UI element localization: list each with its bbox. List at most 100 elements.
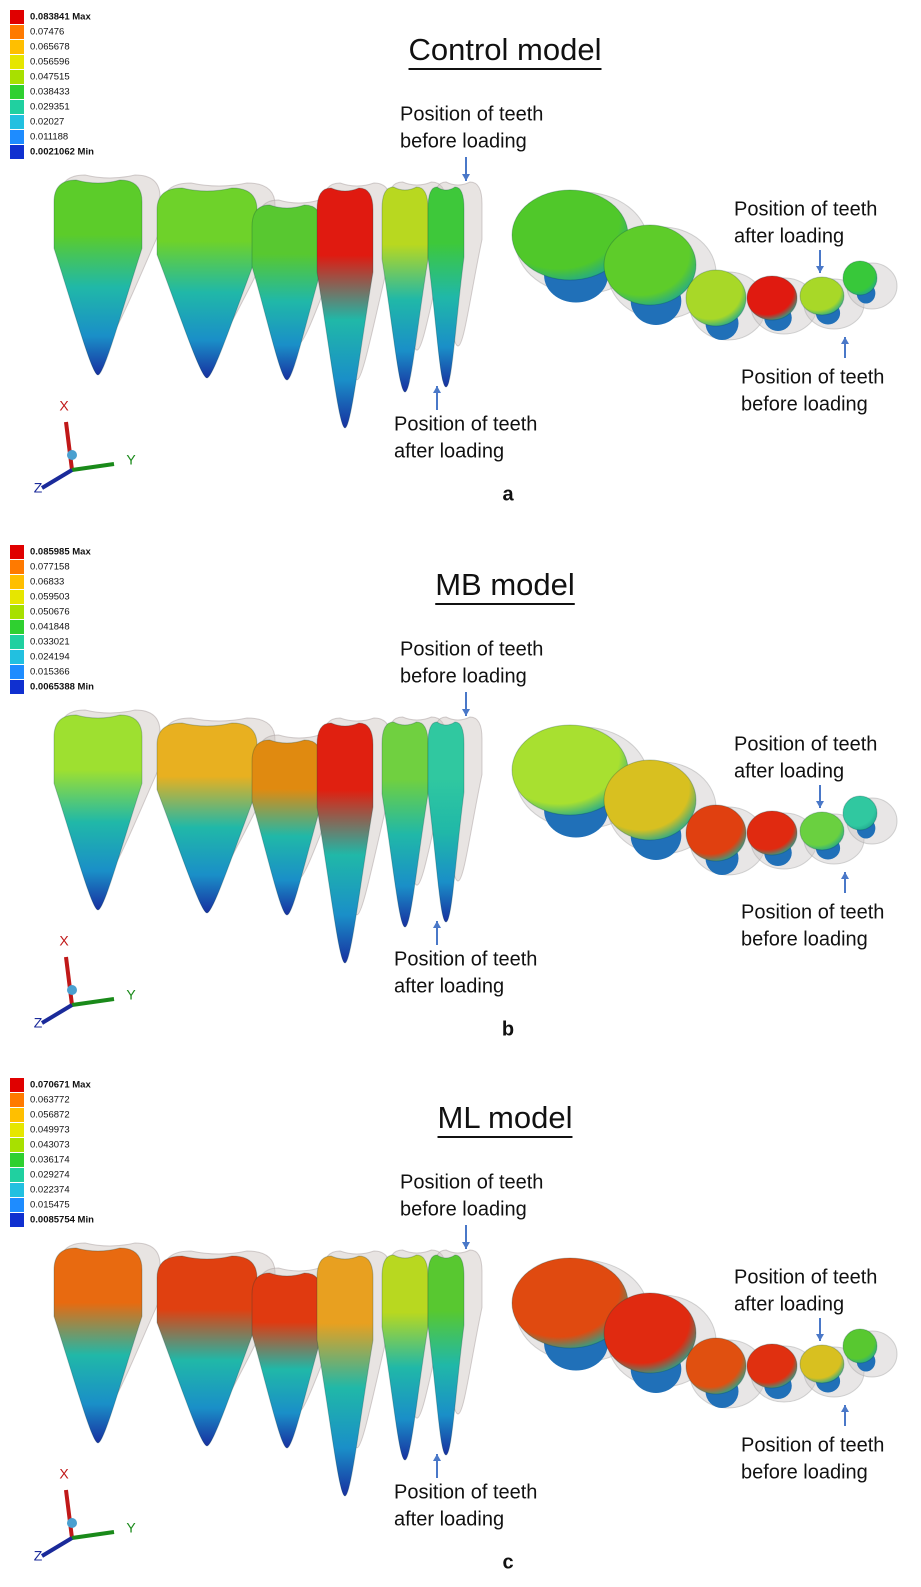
annotation: Position of teeth <box>734 733 877 755</box>
annotation: Position of teeth <box>400 103 543 125</box>
crown <box>800 1345 844 1383</box>
crown <box>604 760 696 840</box>
annotation: Position of teeth <box>400 638 543 660</box>
legend-label: 0.041848 <box>30 622 70 633</box>
annotation: after loading <box>394 975 504 997</box>
tooth <box>382 1255 428 1460</box>
legend-label: 0.063772 <box>30 1095 70 1106</box>
legend-label: 0.06833 <box>30 577 64 588</box>
legend-swatch <box>10 605 24 619</box>
annotation: Position of teeth <box>741 1434 884 1456</box>
legend-label: 0.033021 <box>30 637 70 648</box>
annotation: Position of teeth <box>741 366 884 388</box>
crown <box>686 1338 746 1394</box>
legend-label: 0.07476 <box>30 27 64 38</box>
legend-label: 0.059503 <box>30 592 70 603</box>
arrow-head <box>462 1242 470 1249</box>
legend-label: 0.085985 Max <box>30 547 91 558</box>
legend-swatch <box>10 665 24 679</box>
legend-swatch <box>10 1123 24 1137</box>
arrow-head <box>816 266 824 273</box>
tooth <box>382 187 428 392</box>
legend-swatch <box>10 1213 24 1227</box>
legend-swatch <box>10 560 24 574</box>
annotation: Position of teeth <box>400 1171 543 1193</box>
axis-y <box>72 999 114 1005</box>
legend-swatch <box>10 575 24 589</box>
legend-swatch <box>10 10 24 24</box>
legend-label: 0.049973 <box>30 1125 70 1136</box>
legend-swatch <box>10 1108 24 1122</box>
legend-label: 0.065678 <box>30 42 70 53</box>
annotation: Position of teeth <box>394 948 537 970</box>
legend-label: 0.029274 <box>30 1170 70 1181</box>
legend-swatch <box>10 115 24 129</box>
tooth <box>317 1256 373 1496</box>
tooth <box>252 740 322 915</box>
crown <box>604 1293 696 1373</box>
legend-label: 0.015366 <box>30 667 70 678</box>
arrow-head <box>433 386 441 393</box>
panel-label: b <box>502 1018 514 1040</box>
axis-z <box>42 1538 72 1556</box>
tooth <box>54 180 142 375</box>
axis-x <box>66 957 72 1005</box>
legend-swatch <box>10 635 24 649</box>
axis-origin <box>67 1518 77 1528</box>
tooth <box>252 1273 322 1448</box>
legend-swatch <box>10 1153 24 1167</box>
legend-label: 0.0021062 Min <box>30 147 94 158</box>
legend-label: 0.043073 <box>30 1140 70 1151</box>
legend-swatch <box>10 85 24 99</box>
legend-label: 0.029351 <box>30 102 70 113</box>
arrow-head <box>841 1405 849 1412</box>
crown <box>843 796 877 830</box>
tooth <box>54 1248 142 1443</box>
annotation: Position of teeth <box>734 1266 877 1288</box>
axis-z <box>42 1005 72 1023</box>
axis-x <box>66 422 72 470</box>
legend-swatch <box>10 1168 24 1182</box>
legend-label: 0.02027 <box>30 117 64 128</box>
arrow-head <box>433 921 441 928</box>
arrow-head <box>433 1454 441 1461</box>
legend-swatch <box>10 1138 24 1152</box>
annotation: after loading <box>734 1293 844 1315</box>
legend-swatch <box>10 545 24 559</box>
panel-title: Control model <box>409 32 602 67</box>
legend-label: 0.0085754 Min <box>30 1215 94 1226</box>
panel-title: ML model <box>438 1100 573 1135</box>
annotation: after loading <box>394 1508 504 1530</box>
legend-label: 0.024194 <box>30 652 70 663</box>
arrow-head <box>462 709 470 716</box>
legend-swatch <box>10 650 24 664</box>
axis-origin <box>67 985 77 995</box>
crown <box>686 270 746 326</box>
legend-label: 0.077158 <box>30 562 70 573</box>
legend-swatch <box>10 130 24 144</box>
crown <box>800 812 844 850</box>
axis-label: Z <box>34 1548 43 1564</box>
axis-label: X <box>59 398 69 414</box>
legend-label: 0.047515 <box>30 72 70 83</box>
tooth <box>428 722 464 922</box>
legend-label: 0.036174 <box>30 1155 70 1166</box>
legend-swatch <box>10 25 24 39</box>
annotation: after loading <box>734 225 844 247</box>
annotation: before loading <box>400 1198 527 1220</box>
axis-z <box>42 470 72 488</box>
axis-x <box>66 1490 72 1538</box>
annotation: before loading <box>400 130 527 152</box>
legend-swatch <box>10 55 24 69</box>
axis-label: X <box>59 1466 69 1482</box>
arrow-head <box>816 1334 824 1341</box>
legend-swatch <box>10 1078 24 1092</box>
arrow-head <box>462 174 470 181</box>
legend-swatch <box>10 100 24 114</box>
legend-swatch <box>10 70 24 84</box>
arrow-head <box>841 872 849 879</box>
legend-swatch <box>10 1183 24 1197</box>
arrow-head <box>816 801 824 808</box>
figure: 0.083841 Max0.074760.0656780.0565960.047… <box>0 0 921 1587</box>
annotation: before loading <box>741 393 868 415</box>
